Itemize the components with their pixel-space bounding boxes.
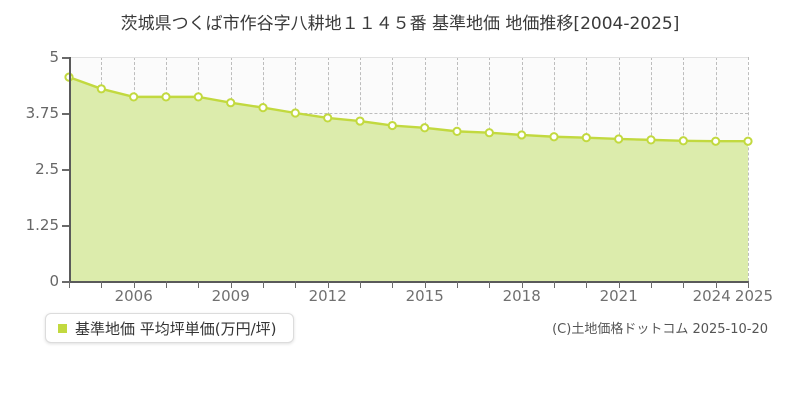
x-axis-tick-mark <box>521 281 523 288</box>
x-axis-tick-label: 2021 <box>599 287 638 305</box>
copyright-credit: (C)土地価格ドットコム 2025-10-20 <box>552 322 768 337</box>
y-axis-tick-mark <box>62 225 69 227</box>
data-point-marker[interactable] <box>581 133 591 143</box>
legend-label: 基準地価 平均坪単価(万円/坪) <box>75 319 277 338</box>
gridline-vertical <box>748 57 749 281</box>
x-axis-tick-mark <box>101 281 103 288</box>
data-point-marker[interactable] <box>484 128 494 138</box>
data-point-marker[interactable] <box>517 130 527 140</box>
data-point-marker[interactable] <box>711 136 721 146</box>
y-axis-tick-label: 3.75 <box>25 104 59 122</box>
x-axis-tick-mark <box>554 281 555 288</box>
data-point-marker[interactable] <box>743 136 753 146</box>
data-point-marker[interactable] <box>258 103 268 113</box>
x-axis-tick-mark <box>748 281 749 288</box>
x-axis-tick-mark <box>489 281 491 288</box>
data-point-marker[interactable] <box>549 132 559 142</box>
x-axis-tick-mark <box>69 281 70 288</box>
x-axis-tick-label: 2009 <box>211 287 250 305</box>
x-axis-tick-mark <box>457 281 458 288</box>
x-axis-tick-label: 2006 <box>114 287 153 305</box>
x-axis-tick-mark <box>295 281 297 288</box>
legend[interactable]: 基準地価 平均坪単価(万円/坪) <box>45 313 294 343</box>
data-point-marker[interactable] <box>290 108 300 118</box>
x-axis-tick-mark <box>166 281 167 288</box>
y-axis-tick-label: 2.5 <box>35 160 59 178</box>
x-axis-tick-label: 2015 <box>405 287 444 305</box>
x-axis-tick-mark <box>133 281 135 288</box>
y-axis-tick-mark <box>62 113 69 115</box>
y-axis-tick-label: 5 <box>49 48 59 66</box>
x-axis-tick-label: 2018 <box>502 287 541 305</box>
data-point-marker[interactable] <box>193 92 203 102</box>
gridline-horizontal <box>69 57 748 58</box>
x-axis-line <box>69 281 749 283</box>
x-axis-tick-label: 2012 <box>308 287 347 305</box>
data-point-marker[interactable] <box>646 135 656 145</box>
chart-title: 茨城県つくば市作谷字八耕地１１４５番 基準地価 地価推移[2004-2025] <box>120 14 680 34</box>
data-point-marker[interactable] <box>355 116 365 126</box>
x-axis-tick-mark <box>715 281 717 288</box>
data-point-marker[interactable] <box>678 136 688 146</box>
data-point-marker[interactable] <box>96 84 106 94</box>
x-axis-tick-mark <box>586 281 588 288</box>
data-point-marker[interactable] <box>420 123 430 133</box>
y-axis-line <box>69 57 71 282</box>
series-line <box>67 75 750 143</box>
data-point-marker[interactable] <box>323 113 333 123</box>
data-point-marker[interactable] <box>226 98 236 108</box>
legend-swatch-icon <box>58 323 67 333</box>
data-point-marker[interactable] <box>161 92 171 102</box>
series-area <box>69 77 748 281</box>
x-axis-tick-mark <box>618 281 620 288</box>
x-axis-tick-mark <box>360 281 361 288</box>
y-axis-tick-label: 1.25 <box>25 216 59 234</box>
x-axis-tick-mark <box>198 281 200 288</box>
x-axis-tick-label: 2024 <box>692 287 731 305</box>
data-point-marker[interactable] <box>129 92 139 102</box>
data-point-marker[interactable] <box>387 120 397 131</box>
x-axis-tick-mark <box>392 281 394 288</box>
data-point-marker[interactable] <box>452 126 462 136</box>
x-axis-tick-mark <box>683 281 685 288</box>
y-axis-tick-label: 0 <box>49 272 59 290</box>
data-point-marker[interactable] <box>614 134 624 144</box>
x-axis-tick-mark <box>263 281 264 288</box>
y-axis-tick-mark <box>62 169 69 171</box>
x-axis-tick-mark <box>424 281 426 288</box>
x-axis-tick-mark <box>327 281 329 288</box>
x-axis-tick-mark <box>651 281 652 288</box>
series-layer <box>64 72 753 281</box>
x-axis-tick-mark <box>230 281 232 288</box>
plot-area <box>64 57 753 281</box>
y-axis-tick-mark <box>62 281 69 283</box>
x-axis-tick-label: 2025 <box>734 287 774 305</box>
gridline-horizontal <box>69 113 748 114</box>
y-axis-tick-mark <box>62 57 69 59</box>
